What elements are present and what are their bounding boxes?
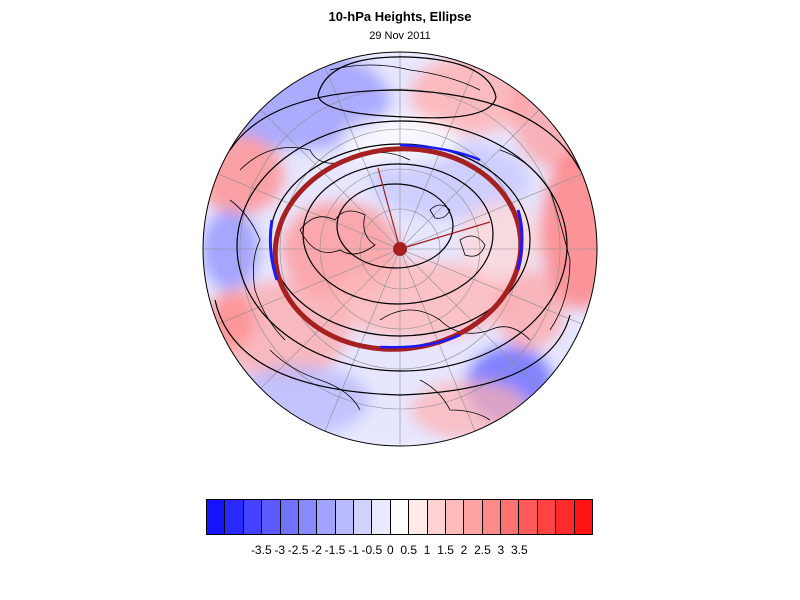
colorbar-tick-label: -1.5	[324, 543, 346, 557]
map-title: 10-hPa Heights, Ellipse	[328, 9, 472, 24]
globe-outline	[202, 51, 598, 447]
colorbar-cell	[280, 500, 299, 534]
colorbar-tick-label: 0	[386, 543, 394, 557]
colorbar-cell	[409, 500, 428, 534]
colorbar-tick-label: -3	[274, 543, 286, 557]
colorbar-tick-label: -2	[311, 543, 322, 557]
colorbar-tick-label: 2.5	[474, 543, 491, 557]
colorbar-cell	[317, 500, 336, 534]
colorbar-tick-label: 2	[460, 543, 468, 557]
colorbar-cell	[427, 500, 446, 534]
colorbar-cell	[298, 500, 318, 534]
fitted-ellipse	[268, 143, 524, 352]
colorbar-tick-label: -2.5	[287, 543, 309, 557]
colorbar-tick-label: 3	[497, 543, 505, 557]
anomaly-shading	[203, 52, 597, 446]
colorbar-cell	[482, 500, 501, 534]
colorbar-cell	[372, 500, 391, 534]
colorbar-tick-label: 1.5	[437, 543, 454, 557]
colorbar-tick-label: -1	[348, 543, 359, 557]
colorbar-cell	[225, 500, 244, 534]
colorbar-cell	[537, 500, 557, 534]
colorbar-cell	[243, 500, 263, 534]
colorbar-tick-label: 1	[423, 543, 431, 557]
colorbar-cell	[262, 500, 281, 534]
colorbar-cell	[390, 500, 410, 534]
colorbar-cell	[501, 500, 520, 534]
colorbar-cell	[335, 500, 354, 534]
colorbar-cell	[354, 500, 373, 534]
colorbar-cell	[464, 500, 483, 534]
colorbar-cell	[445, 500, 465, 534]
map-body	[203, 52, 597, 446]
colorbar-tick-label: -0.5	[361, 543, 383, 557]
colorbar-cell	[519, 500, 538, 534]
map-date: 29 Nov 2011	[369, 30, 431, 42]
colorbar-tick-label: 0.5	[400, 543, 418, 557]
colorbar-labels: -3.5 -3 -2.5 -2 -1.5 -1 -0.5 0 0.5 1 1.5 2 2.5 3 3.5	[0, 543, 800, 559]
colorbar-cell	[574, 500, 592, 534]
colorbar-cell	[207, 500, 226, 534]
colorbar-tick-label: -3.5	[250, 543, 272, 557]
colorbar-tick-label: 3.5	[510, 543, 528, 557]
colorbar-cell	[556, 500, 575, 534]
colorbar	[206, 499, 593, 535]
